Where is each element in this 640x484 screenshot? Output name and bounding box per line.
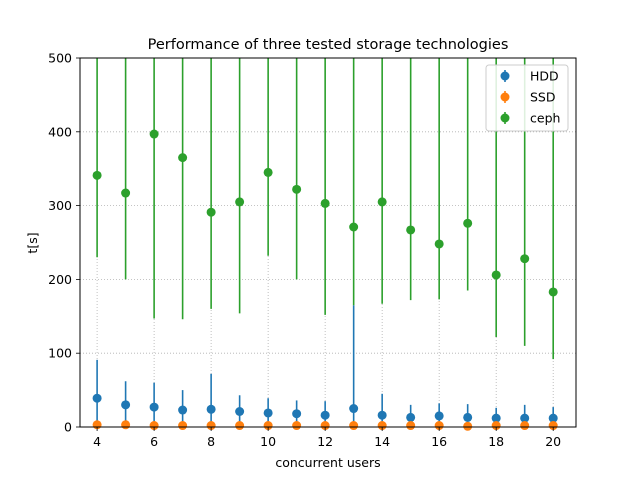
y-tick-label: 500 [48, 51, 72, 66]
y-tick-label: 300 [48, 198, 72, 213]
ceph-data-point [149, 129, 159, 139]
hdd-data-point [491, 413, 501, 423]
hdd-data-point [263, 408, 273, 418]
hdd-data-point [377, 410, 387, 420]
hdd-data-point [434, 411, 444, 421]
legend-item-ceph: ceph [500, 111, 560, 126]
ssd-data-point [206, 421, 216, 431]
hdd-data-point [178, 405, 188, 415]
hdd-data-point [92, 393, 102, 403]
ceph-data-point [520, 254, 530, 264]
ssd-data-point [463, 421, 473, 431]
legend-marker [500, 71, 510, 81]
y-tick-label: 400 [48, 124, 72, 139]
hdd-data-point [206, 404, 216, 414]
ceph-data-point [320, 198, 330, 208]
x-tick-label: 10 [260, 434, 276, 449]
axes-frame [79, 57, 577, 428]
y-tick-label: 0 [64, 420, 72, 435]
ceph-data-point [292, 184, 302, 194]
x-tick-label: 16 [431, 434, 447, 449]
ssd-data-point [263, 421, 273, 431]
ceph-data-point [434, 239, 444, 249]
ssd-data-point [349, 421, 359, 431]
ceph-data-point [178, 153, 188, 163]
ssd-data-point [406, 421, 416, 431]
legend-marker [500, 113, 510, 123]
legend-label: SSD [530, 90, 556, 105]
ssd-data-point [292, 421, 302, 431]
ceph-data-point [491, 270, 501, 280]
ssd-data-point [121, 420, 131, 430]
hdd-data-point [149, 402, 159, 412]
ssd-data-point [149, 421, 159, 431]
ssd-data-point [178, 421, 188, 431]
y-tick-label: 100 [48, 346, 72, 361]
chart-title: Performance of three tested storage tech… [148, 37, 509, 53]
legend: HDD SSD ceph [485, 64, 569, 132]
x-tick-label: 18 [488, 434, 504, 449]
hdd-data-point [292, 409, 302, 419]
y-tick-label: 200 [48, 272, 72, 287]
legend-label: ceph [530, 111, 560, 126]
hdd-data-point [463, 412, 473, 422]
hdd-data-point [548, 413, 558, 423]
legend-item-hdd: HDD [500, 69, 559, 84]
y-axis-label: t[s] [25, 232, 40, 253]
ssd-data-point [235, 421, 245, 431]
ceph-data-point [463, 218, 473, 228]
ssd-data-point [377, 421, 387, 431]
ceph-data-point [263, 167, 273, 177]
ssd-data-point [434, 421, 444, 431]
ssd-data-point [491, 421, 501, 431]
ceph-data-point [349, 222, 359, 232]
ceph-data-point [377, 197, 387, 207]
x-tick-label: 12 [317, 434, 333, 449]
x-tick-label: 14 [374, 434, 390, 449]
ssd-data-point [520, 421, 530, 431]
x-tick-label: 8 [207, 434, 215, 449]
ssd-data-point [548, 421, 558, 431]
legend-item-ssd: SSD [500, 90, 556, 105]
hdd-data-point [121, 400, 131, 410]
ceph-data-point [206, 207, 216, 217]
x-axis-label: concurrent users [275, 455, 380, 470]
x-tick-label: 20 [545, 434, 561, 449]
x-tick-label: 6 [150, 434, 158, 449]
legend-label: HDD [530, 69, 559, 84]
ceph-data-point [235, 197, 245, 207]
hdd-data-point [320, 410, 330, 420]
x-tick-label: 4 [93, 434, 101, 449]
ceph-data-point [406, 225, 416, 235]
plot-marks [92, 58, 558, 431]
hdd-data-point [349, 404, 359, 414]
ceph-data-point [92, 170, 102, 180]
hdd-data-point [406, 412, 416, 422]
ceph-data-point [548, 287, 558, 297]
ssd-data-point [320, 421, 330, 431]
hdd-data-point [235, 407, 245, 417]
legend-marker [500, 92, 510, 102]
ceph-data-point [121, 188, 131, 198]
hdd-data-point [520, 413, 530, 423]
